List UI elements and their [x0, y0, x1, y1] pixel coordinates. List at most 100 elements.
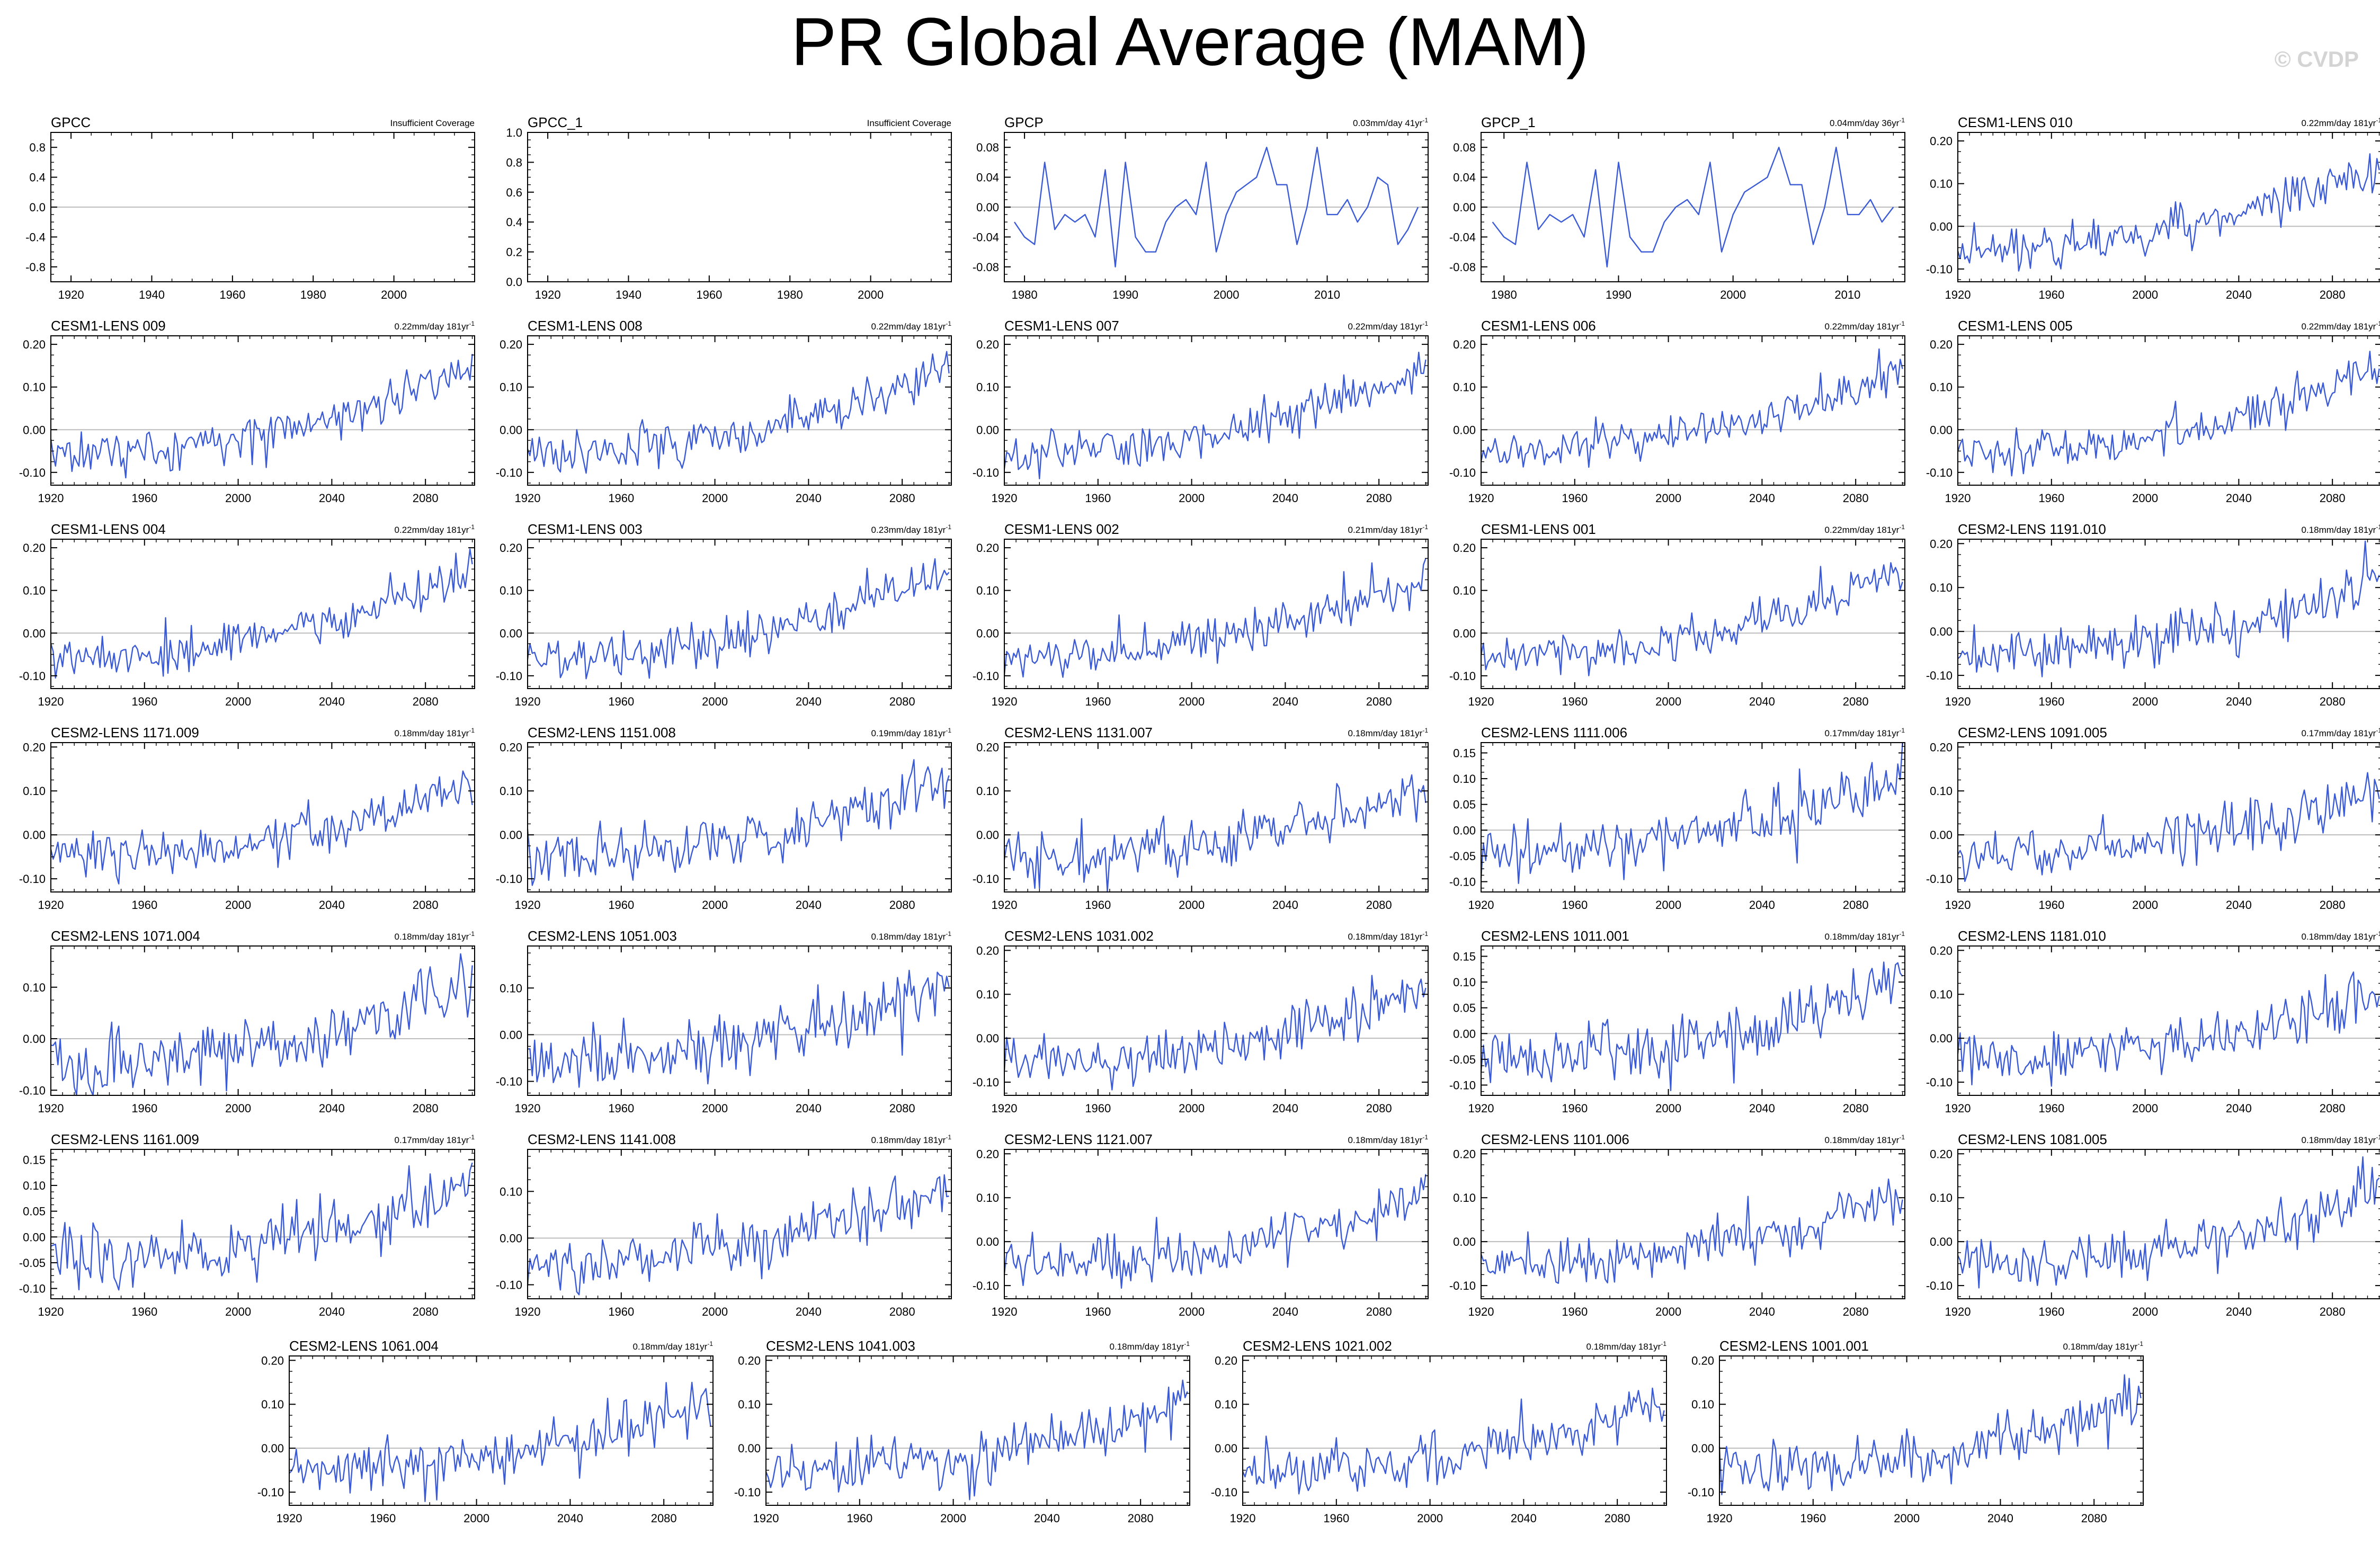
x-tick-label: 1960 [608, 898, 634, 912]
x-tick-label: 1980 [300, 288, 326, 301]
y-tick-label: 0.10 [1215, 1398, 1237, 1411]
y-tick-label: 0.10 [500, 584, 522, 597]
x-tick-label: 2000 [2132, 492, 2158, 505]
x-tick-label: 2040 [2226, 492, 2252, 505]
y-tick-label: 0.4 [29, 171, 46, 184]
x-tick-label: 1920 [992, 1305, 1018, 1318]
panel-cesm2-lens-1191-010: CESM2-LENS 1191.010 0.18mm/day 181yr-1 192… [1926, 521, 2380, 708]
trend-label: 0.18mm/day 181yr-1 [1586, 1340, 1667, 1352]
panel-cesm2-lens-1121-007: CESM2-LENS 1121.007 0.18mm/day 181yr-1 192… [973, 1131, 1429, 1318]
x-tick-label: 2040 [1987, 1512, 2013, 1525]
trend-exponent: -1 [2376, 523, 2380, 531]
x-tick-label: 2000 [1655, 492, 1681, 505]
y-tick-label: 0.10 [23, 981, 46, 994]
x-tick-label: 2080 [1366, 898, 1392, 912]
y-tick-label: -0.10 [973, 670, 999, 683]
y-tick-label: -0.10 [1449, 1279, 1476, 1292]
x-tick-label: 2040 [2226, 1305, 2252, 1318]
plot-frame [1719, 1355, 2144, 1506]
y-tick-label: -0.10 [496, 1075, 522, 1088]
trend-label: 0.03mm/day 41yr-1 [1353, 117, 1428, 128]
y-tick-label: 0.10 [976, 784, 999, 798]
y-tick-label: 0.10 [1930, 1191, 1953, 1204]
y-tick-label: 0.00 [738, 1442, 761, 1455]
y-tick-label: 0.00 [23, 828, 46, 842]
panel-title: CESM1-LENS 002 [1004, 521, 1119, 537]
watermark: © CVDP [2274, 47, 2359, 72]
y-tick-label: 1.0 [506, 126, 522, 139]
y-tick-label: 0.20 [976, 1147, 999, 1161]
y-tick-label: 0.0 [29, 201, 46, 214]
trend-label: 0.18mm/day 181yr-1 [1825, 1133, 1905, 1145]
y-tick-label: 0.10 [23, 784, 46, 798]
plot-frame [1004, 335, 1429, 486]
y-tick-label: -0.10 [1211, 1486, 1237, 1499]
series-line [50, 770, 473, 885]
series-line [527, 1174, 949, 1296]
y-tick-label: 0.10 [976, 1191, 999, 1204]
x-tick-label: 2000 [1894, 1512, 1920, 1525]
trend-exponent: -1 [1422, 1133, 1428, 1141]
x-tick-label: 2000 [225, 1102, 251, 1115]
x-tick-label: 1980 [1491, 288, 1517, 301]
x-tick-label: 2000 [858, 288, 884, 301]
x-tick-label: 2000 [1214, 288, 1240, 301]
panel-cesm2-lens-1171-009: CESM2-LENS 1171.009 0.18mm/day 181yr-1 192… [19, 725, 475, 912]
trend-label: 0.22mm/day 181yr-1 [1348, 320, 1429, 332]
x-tick-label: 2040 [2226, 695, 2252, 708]
x-tick-label: 2080 [1843, 492, 1869, 505]
panel-title: CESM2-LENS 1031.002 [1004, 928, 1154, 944]
panel-title: CESM1-LENS 001 [1481, 521, 1596, 537]
panel-cesm1-lens-007: CESM1-LENS 007 0.22mm/day 181yr-1 1920 1960… [973, 318, 1429, 505]
y-tick-label: -0.10 [19, 1282, 46, 1296]
x-tick-label: 2080 [413, 1305, 439, 1318]
y-tick-label: 0.10 [1691, 1398, 1714, 1411]
x-tick-label: 1960 [2038, 1102, 2064, 1115]
y-tick-label: 0.00 [1930, 1032, 1953, 1045]
panel-title: CESM2-LENS 1181.010 [1958, 928, 2106, 944]
y-tick-label: 0.00 [500, 828, 522, 842]
panel-title: CESM2-LENS 1171.009 [51, 725, 199, 740]
y-tick-label: 0.00 [500, 423, 522, 436]
series-line [1957, 971, 2380, 1087]
x-tick-label: 2000 [702, 1305, 728, 1318]
y-tick-label: 0.6 [506, 186, 522, 199]
y-tick-label: 0.10 [976, 988, 999, 1001]
plot-frame [1957, 335, 2380, 486]
panel-title: CESM2-LENS 1131.007 [1004, 725, 1153, 740]
x-tick-label: 2040 [796, 898, 822, 912]
y-tick-label: 0.10 [1930, 381, 1953, 394]
trend-exponent: -1 [469, 320, 475, 327]
x-tick-label: 1980 [777, 288, 803, 301]
x-tick-label: 2000 [1179, 898, 1205, 912]
y-tick-label: -0.10 [19, 872, 46, 886]
x-tick-label: 1960 [1562, 898, 1588, 912]
panel-cesm2-lens-1021-002: CESM2-LENS 1021.002 0.18mm/day 181yr-1 192… [1211, 1338, 1667, 1525]
trend-label: 0.18mm/day 181yr-1 [1825, 930, 1905, 942]
x-tick-label: 2000 [702, 898, 728, 912]
y-tick-label: 0.15 [23, 1153, 46, 1166]
x-tick-label: 1960 [1085, 1305, 1111, 1318]
y-tick-label: 0.20 [23, 338, 46, 351]
series-line [1003, 558, 1427, 678]
trend-exponent: -1 [1422, 727, 1428, 734]
y-tick-label: 0.00 [976, 423, 999, 436]
trend-label: 0.21mm/day 181yr-1 [1348, 523, 1429, 535]
x-tick-label: 2080 [2320, 1305, 2346, 1318]
x-tick-label: 1960 [1562, 1305, 1588, 1318]
x-tick-label: 2010 [1834, 288, 1860, 301]
y-tick-label: 0.20 [1930, 537, 1953, 550]
y-tick-label: 0.00 [261, 1442, 284, 1455]
x-tick-label: 2010 [1314, 288, 1340, 301]
plot-frame [527, 539, 952, 689]
x-tick-label: 1920 [515, 695, 541, 708]
y-tick-label: 0.00 [500, 1028, 522, 1041]
y-tick-label: 0.00 [1453, 423, 1476, 436]
y-tick-label: 0.08 [976, 141, 999, 154]
x-tick-label: 2080 [2320, 1102, 2346, 1115]
y-tick-label: 0.20 [1215, 1354, 1237, 1367]
y-tick-label: -0.10 [496, 466, 522, 479]
trend-exponent: -1 [469, 727, 475, 734]
trend-label: 0.23mm/day 181yr-1 [871, 523, 952, 535]
plot-frame [527, 945, 952, 1096]
